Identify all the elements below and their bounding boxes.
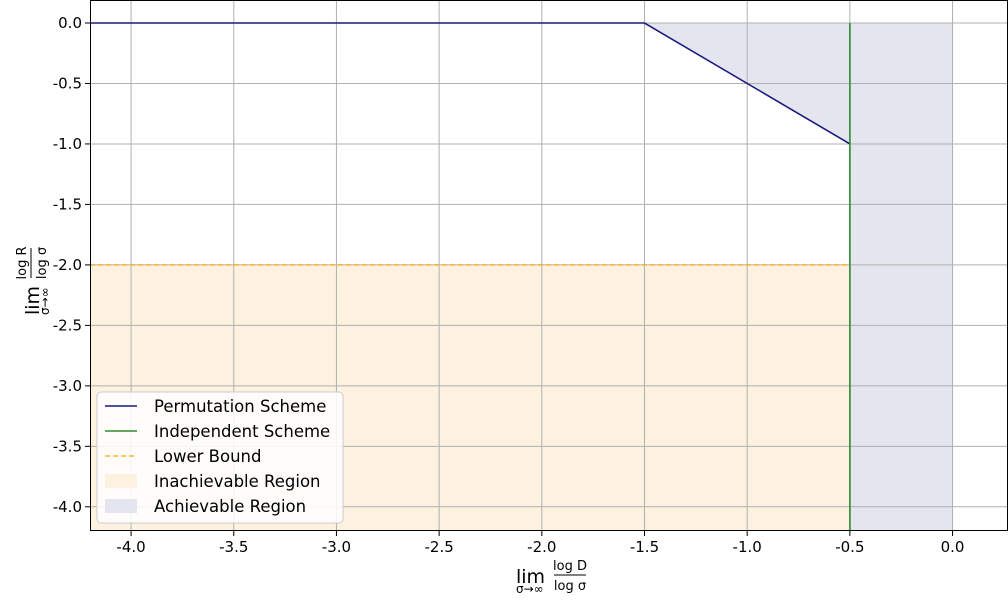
legend-label-4: Achievable Region (154, 497, 306, 516)
series-layer (90, 22, 851, 531)
legend-label-3: Inachievable Region (154, 472, 321, 491)
region-1 (644, 23, 953, 531)
y-tick-label-2: -1.0 (53, 135, 82, 153)
x-axis-label-sub: σ→∞ (516, 582, 544, 596)
y-axis-label-sub: σ→∞ (38, 287, 52, 315)
y-tick-label-5: -2.5 (53, 316, 82, 334)
x-tick-label-8: 0.0 (941, 538, 965, 556)
legend-label-2: Lower Bound (154, 447, 261, 466)
x-axis-label: lim σ→∞ log D log σ (516, 559, 587, 596)
y-tick-label-0: 0.0 (58, 14, 82, 32)
x-tick-label-5: -1.5 (630, 538, 659, 556)
x-axis-label-num: log D (553, 559, 587, 574)
y-tick-label-8: -4.0 (53, 498, 82, 516)
x-tick-label-7: -0.5 (835, 538, 864, 556)
x-tick-label-0: -4.0 (116, 538, 145, 556)
legend: Permutation Scheme Independent Scheme Lowe… (96, 391, 344, 524)
y-tick-label-6: -3.0 (53, 377, 82, 395)
legend-label-0: Permutation Scheme (154, 397, 326, 416)
x-tick-label-6: -1.0 (733, 538, 762, 556)
legend-box (96, 391, 344, 524)
y-tick-label-1: -0.5 (53, 74, 82, 92)
x-tick-label-3: -2.5 (424, 538, 453, 556)
y-tick-label-7: -3.5 (53, 437, 82, 455)
x-tick-label-1: -3.5 (219, 538, 248, 556)
y-tick-label-4: -2.0 (53, 256, 82, 274)
y-axis-label: lim σ→∞ log R log σ (15, 247, 52, 315)
y-axis-label-den: log σ (35, 247, 50, 279)
legend-swatch-4 (105, 499, 137, 513)
x-axis-label-den: log σ (554, 579, 586, 594)
y-axis: 0.0 -0.5 -1.0 -1.5 -2.0 -2.5 -3.0 -3.5 -4.0 (53, 14, 90, 516)
x-tick-label-2: -3.0 (322, 538, 351, 556)
series-line-0 (90, 22, 851, 145)
x-tick-label-4: -2.0 (527, 538, 556, 556)
y-axis-label-lim: lim (22, 286, 44, 315)
x-axis-label-lim: lim (516, 566, 545, 588)
legend-label-1: Independent Scheme (154, 422, 330, 441)
legend-swatch-3 (105, 474, 137, 488)
y-axis-label-num: log R (15, 247, 30, 280)
y-tick-label-3: -1.5 (53, 195, 82, 213)
x-axis: -4.0 -3.5 -3.0 -2.5 -2.0 -1.5 -1.0 -0.5 0.0 (116, 531, 964, 556)
